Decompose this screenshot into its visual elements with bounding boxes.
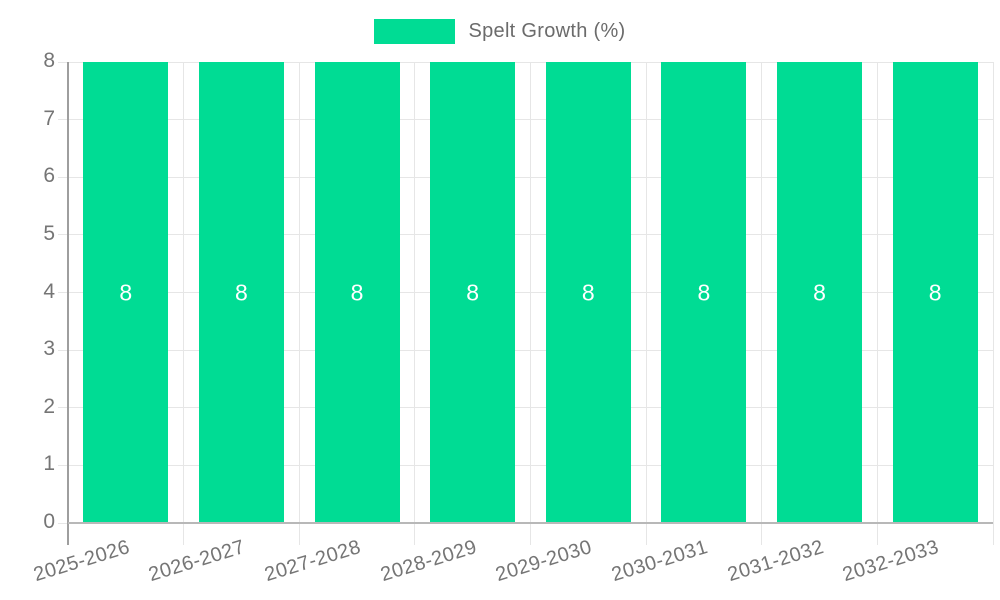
- bar-value-label: 8: [581, 279, 595, 305]
- gridline-vertical: [183, 62, 185, 545]
- bar: [314, 62, 400, 523]
- bar-value-label: 8: [697, 279, 711, 305]
- bar-value-label: 8: [119, 279, 133, 305]
- y-axis-tick-label: 6: [43, 164, 55, 188]
- x-axis-line: [68, 522, 993, 524]
- gridline-horizontal: [58, 349, 993, 351]
- gridline-horizontal: [58, 176, 993, 178]
- legend-swatch: [374, 19, 456, 44]
- gridline-vertical: [761, 62, 763, 545]
- bar-value-label: 8: [813, 279, 826, 305]
- gridline-vertical: [530, 62, 531, 545]
- bar: [430, 62, 516, 523]
- y-axis-tick-label: 5: [43, 221, 55, 245]
- gridline-vertical: [645, 62, 647, 545]
- bar: [545, 62, 631, 523]
- gridline-vertical: [414, 62, 416, 545]
- plot-area: 8 8 8 8 8 8 8 8: [58, 61, 994, 545]
- y-axis-tick-label: 0: [43, 510, 55, 534]
- y-axis-tick-label: 2: [43, 394, 55, 418]
- x-axis-labels: 2025-2026 2026-2027 2027-2028 2028-2029 2029…: [31, 523, 993, 600]
- bar: [777, 62, 863, 523]
- bar: [661, 62, 747, 523]
- gridline-horizontal: [58, 119, 993, 121]
- gridline-vertical: [992, 62, 994, 545]
- gridline-horizontal: [58, 407, 993, 409]
- bar: [198, 62, 284, 523]
- bar: [83, 62, 169, 523]
- y-axis-tick-label: 7: [43, 106, 55, 130]
- gridline-horizontal: [58, 234, 993, 236]
- legend-label: Spelt Growth (%): [468, 20, 626, 42]
- bar-value-label: 8: [235, 279, 248, 305]
- gridline-vertical: [298, 62, 300, 545]
- gridline-horizontal: [58, 61, 993, 63]
- bar-value-label: 8: [350, 279, 364, 305]
- y-axis-tick-label: 4: [43, 279, 55, 303]
- y-axis-labels: 0 1 2 3 4 5 6 7 8: [0, 49, 56, 533]
- gridline-horizontal: [58, 292, 993, 293]
- y-axis-tick-label: 3: [43, 337, 55, 361]
- gridline-horizontal: [58, 464, 993, 466]
- y-axis-tick-label: 8: [43, 49, 55, 73]
- bar-value-label: 8: [928, 279, 942, 305]
- bar: [892, 62, 978, 523]
- y-axis-tick-label: 1: [43, 452, 55, 476]
- y-axis-line: [67, 62, 69, 545]
- bar-value-label: 8: [466, 279, 480, 305]
- gridline-vertical: [876, 62, 878, 545]
- legend: Spelt Growth (%): [0, 19, 1000, 44]
